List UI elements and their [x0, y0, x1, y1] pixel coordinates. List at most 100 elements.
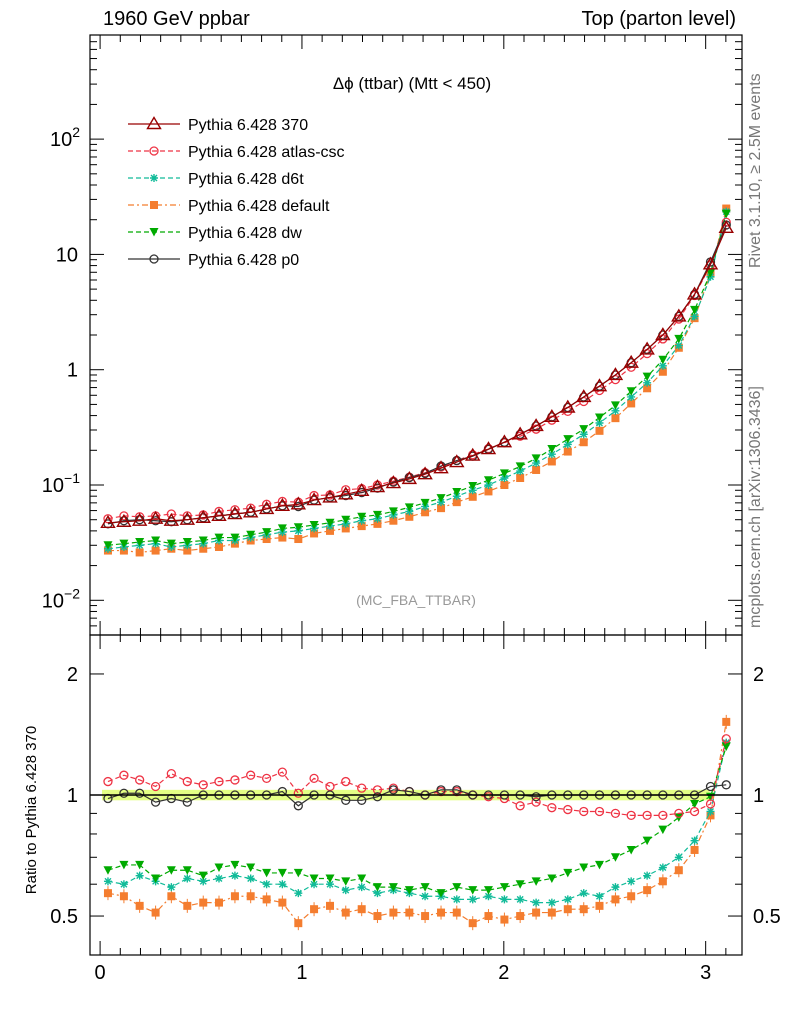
legend-marker: [150, 174, 158, 182]
series-line: [107, 721, 727, 925]
data-point: [532, 908, 541, 917]
data-point: [277, 524, 287, 533]
data-point: [611, 406, 620, 415]
x-tick-label: 3: [700, 962, 711, 984]
data-point: [294, 535, 303, 544]
data-point: [214, 863, 224, 873]
series-line: [107, 211, 727, 550]
data-point: [531, 424, 541, 434]
data-point: [531, 877, 541, 886]
data-point: [515, 880, 525, 889]
y-tick-label-right: 2: [753, 664, 764, 686]
data-point: [103, 877, 112, 886]
data-point: [167, 883, 176, 892]
data-point: [436, 889, 446, 898]
data-point: [721, 209, 731, 219]
data-point: [690, 845, 699, 854]
data-point: [198, 871, 208, 881]
data-point: [262, 528, 272, 537]
data-point: [294, 889, 303, 898]
data-point: [262, 880, 271, 889]
data-point: [119, 788, 129, 798]
data-point: [388, 507, 398, 516]
data-point: [563, 804, 573, 815]
data-point: [579, 425, 589, 434]
data-point: [357, 795, 367, 805]
data-point: [579, 863, 589, 873]
data-point: [262, 895, 271, 904]
data-point: [468, 919, 477, 928]
ratio-series-pythia-6-428-default: [103, 714, 731, 931]
data-point: [290, 496, 307, 510]
data-point: [579, 889, 588, 898]
data-point: [483, 886, 493, 895]
data-point: [623, 354, 639, 368]
data-point: [611, 414, 620, 423]
main-plot: 10−2 10−1 1 10 102 Δϕ (ttbar) (Mtt < 450) (MC_…: [42, 34, 743, 636]
data-point: [135, 788, 145, 798]
data-point: [499, 883, 509, 892]
data-point: [563, 435, 573, 444]
data-point: [532, 459, 541, 468]
data-point: [547, 445, 557, 454]
analysis-watermark: (MC_FBA_TTBAR): [356, 592, 476, 608]
data-point: [500, 915, 509, 924]
series-line: [107, 213, 727, 546]
data-point: [674, 314, 684, 324]
data-point: [119, 511, 129, 521]
data-point: [198, 780, 208, 790]
data-point: [214, 542, 223, 551]
data-point: [595, 426, 604, 435]
data-point: [103, 866, 113, 875]
data-point: [246, 530, 256, 540]
data-point: [496, 434, 513, 448]
data-point: [388, 785, 399, 795]
data-point: [483, 476, 493, 485]
data-point: [626, 845, 636, 855]
legend-label: Pythia 6.428 dw: [188, 225, 302, 242]
data-point: [293, 801, 303, 811]
data-point: [563, 447, 572, 456]
data-point: [452, 498, 461, 507]
data-point: [499, 469, 509, 478]
data-point: [166, 866, 176, 875]
legend-entry: Pythia 6.428 p0: [128, 252, 299, 269]
data-point: [341, 795, 351, 805]
data-point: [372, 510, 382, 520]
data-point: [167, 892, 176, 901]
data-point: [721, 734, 731, 744]
ratio-series-pythia-6-428-atlas-csc: [103, 734, 731, 820]
data-point: [166, 769, 176, 779]
data-point: [484, 487, 493, 496]
data-point: [119, 880, 128, 889]
data-point: [401, 471, 418, 485]
data-point: [199, 898, 208, 907]
series-line: [107, 746, 727, 894]
data-point: [563, 868, 573, 878]
data-point: [246, 863, 256, 873]
data-point: [610, 808, 621, 819]
data-point: [690, 836, 699, 845]
legend-entry: Pythia 6.428 d6t: [128, 171, 304, 188]
ratio-plot: 0 1 2 3 2 2 1 1 0.5 0.5 Ratio to Pythia 6.428 370: [23, 634, 781, 984]
data-point: [686, 286, 703, 300]
data-point: [610, 853, 620, 862]
data-point: [199, 877, 208, 886]
data-point: [357, 512, 367, 522]
data-point: [261, 499, 272, 509]
data-point: [516, 912, 525, 921]
y-tick-label: 1: [67, 360, 78, 382]
data-point: [417, 466, 433, 480]
data-point: [135, 548, 144, 557]
data-point: [464, 447, 481, 461]
data-point: [658, 361, 667, 370]
process-label: Top (parton level): [581, 8, 736, 30]
data-point: [135, 901, 144, 910]
data-point: [246, 874, 255, 883]
data-point: [310, 905, 319, 914]
data-point: [594, 860, 604, 870]
legend-marker: [150, 201, 158, 209]
data-point: [452, 883, 462, 892]
data-point: [516, 895, 525, 904]
